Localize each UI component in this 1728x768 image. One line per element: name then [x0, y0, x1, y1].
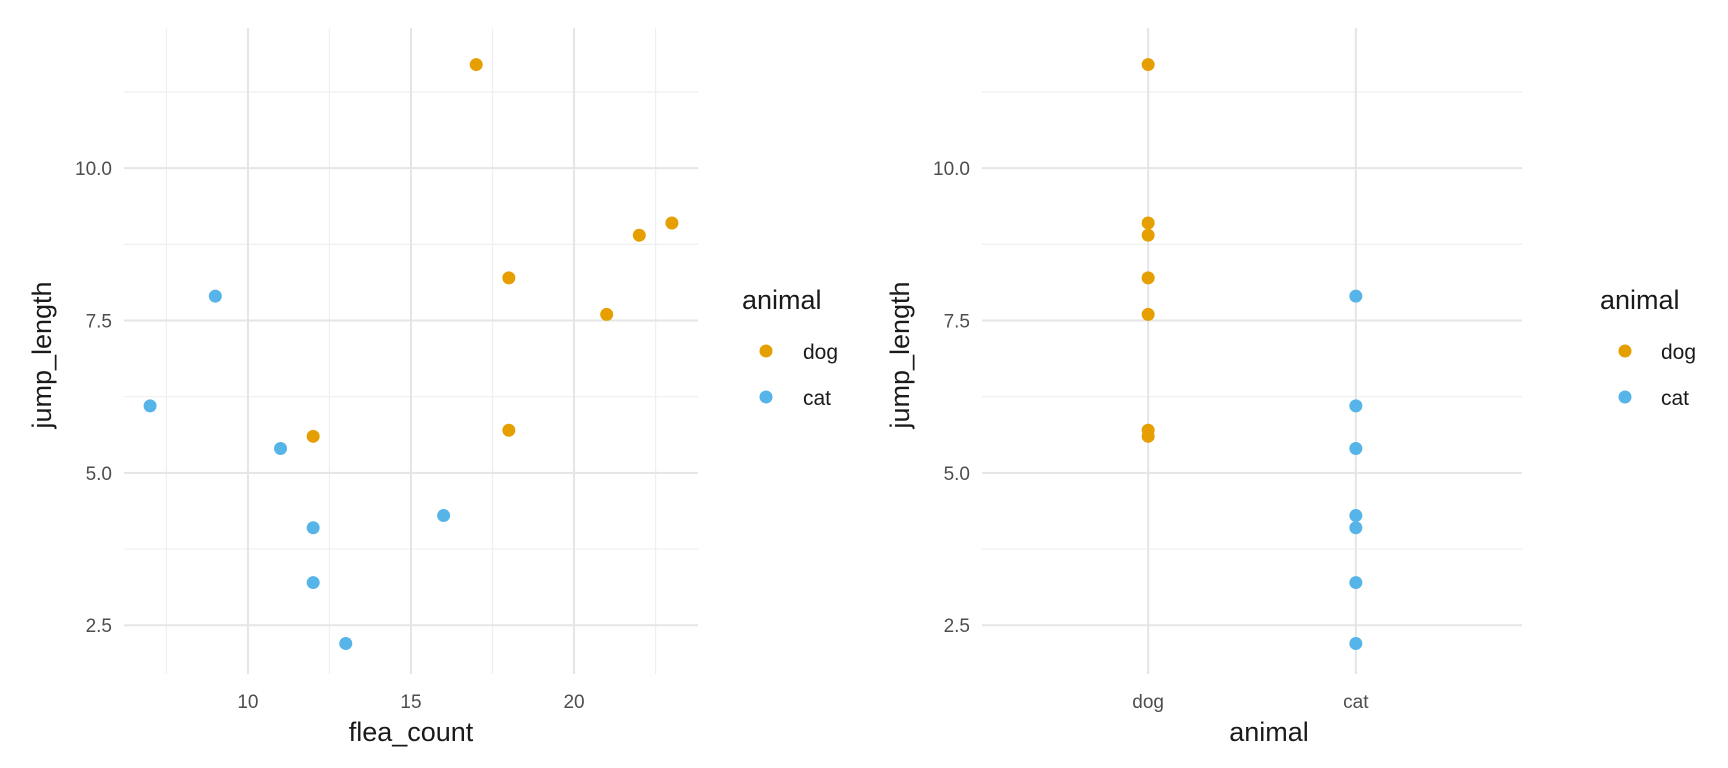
right-legend-label-dog: dog	[1661, 341, 1696, 364]
right-x-axis-title: animal	[1229, 717, 1309, 747]
data-point-dog	[600, 307, 614, 321]
left-y-tick-label: 10.0	[75, 159, 112, 180]
left-x-tick-labels: 10 15 20	[237, 692, 584, 713]
data-point-cat	[306, 576, 320, 590]
right-legend: animal dog cat	[1600, 285, 1696, 410]
data-point-dog	[1141, 271, 1155, 285]
data-point-cat	[306, 521, 320, 535]
left-x-axis-title: flea_count	[349, 717, 474, 747]
right-legend-label-cat: cat	[1661, 387, 1689, 410]
right-legend-key-dog	[1618, 344, 1632, 358]
left-legend-key-cat	[759, 390, 773, 404]
data-point-cat	[1349, 442, 1363, 456]
data-point-cat	[143, 399, 157, 413]
left-y-tick-label: 5.0	[86, 464, 112, 485]
left-legend-label-cat: cat	[803, 387, 831, 410]
right-y-axis-title: jump_length	[885, 281, 915, 429]
right-x-tick-label-cat: cat	[1343, 692, 1369, 713]
left-y-axis-title: jump_length	[27, 281, 57, 429]
right-y-tick-label: 2.5	[944, 616, 970, 637]
data-point-dog	[469, 58, 483, 72]
right-x-tick-labels: dog cat	[1132, 692, 1369, 713]
data-point-dog	[1141, 216, 1155, 230]
data-point-dog	[665, 216, 679, 230]
right-x-tick-label-dog: dog	[1132, 692, 1164, 713]
data-point-cat	[1349, 521, 1363, 535]
data-point-cat	[339, 637, 353, 651]
data-point-cat	[1349, 637, 1363, 651]
left-x-tick-label: 10	[237, 692, 258, 713]
data-point-dog	[502, 423, 516, 437]
left-data-points	[143, 58, 679, 651]
data-point-dog	[1141, 307, 1155, 321]
data-point-dog	[632, 228, 646, 242]
data-point-dog	[1141, 429, 1155, 443]
right-gridlines	[982, 28, 1522, 674]
left-legend-key-dog	[759, 344, 773, 358]
left-x-tick-label: 15	[400, 692, 421, 713]
right-y-tick-label: 7.5	[944, 312, 970, 333]
left-x-tick-label: 20	[563, 692, 584, 713]
data-point-cat	[1349, 576, 1363, 590]
right-y-tick-labels: 2.5 5.0 7.5 10.0	[933, 159, 970, 637]
right-y-tick-label: 5.0	[944, 464, 970, 485]
scatter-panel-animal: 2.55.07.510.0 dog cat animal jump_length …	[885, 28, 1696, 747]
data-point-dog	[1141, 228, 1155, 242]
left-y-tick-labels: 2.5 5.0 7.5 10.0	[75, 159, 112, 637]
left-legend-title: animal	[742, 285, 822, 315]
data-point-cat	[437, 509, 451, 523]
left-legend-label-dog: dog	[803, 341, 838, 364]
data-point-cat	[1349, 289, 1363, 303]
right-y-tick-label: 10.0	[933, 159, 970, 180]
right-data-points	[1141, 58, 1363, 651]
data-point-dog	[502, 271, 516, 285]
data-point-cat	[208, 289, 222, 303]
data-point-cat	[274, 442, 288, 456]
right-legend-title: animal	[1600, 285, 1680, 315]
data-point-cat	[1349, 509, 1363, 523]
data-point-cat	[1349, 399, 1363, 413]
data-point-dog	[1141, 58, 1155, 72]
left-y-tick-label: 2.5	[86, 616, 112, 637]
scatter-panel-flea-count: 2.5 5.0 7.5 10.0 10 15 20 flea_count jump_len…	[27, 28, 838, 747]
data-point-dog	[306, 429, 320, 443]
left-y-tick-label: 7.5	[86, 312, 112, 333]
left-gridlines	[124, 28, 698, 674]
left-legend: animal dog cat	[742, 285, 838, 410]
right-legend-key-cat	[1618, 390, 1632, 404]
